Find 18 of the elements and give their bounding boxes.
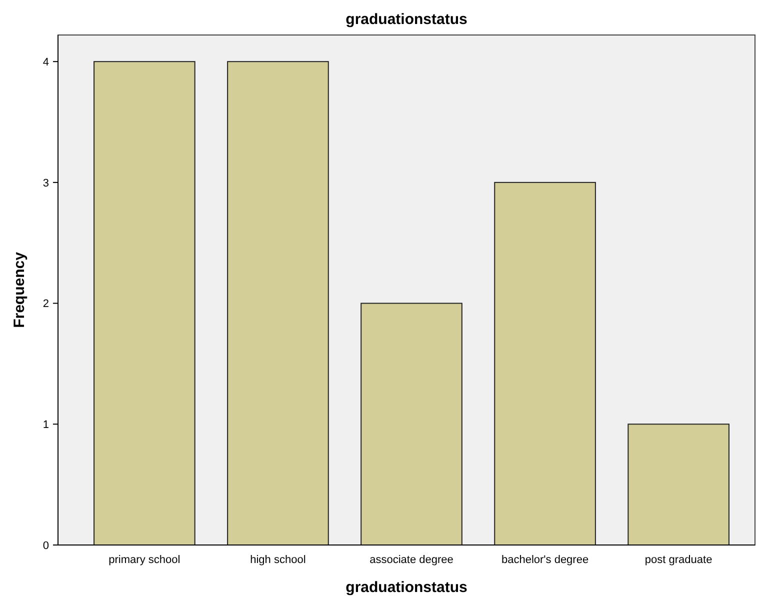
y-tick-label: 3: [42, 177, 49, 190]
bar: [494, 182, 596, 546]
y-axis-title: Frequency: [11, 251, 28, 328]
x-tick-label: post graduate: [644, 554, 712, 566]
chart-title: graduationstatus: [346, 11, 468, 28]
x-tick-label: bachelor's degree: [501, 554, 589, 566]
bar: [227, 61, 329, 546]
x-tick-label: primary school: [108, 554, 180, 566]
x-tick-label: associate degree: [370, 554, 454, 566]
bar: [94, 61, 196, 546]
x-tick-label: high school: [250, 554, 306, 566]
y-tick-label: 0: [42, 540, 49, 552]
x-axis-title: graduationstatus: [346, 579, 468, 596]
y-tick-label: 4: [42, 56, 49, 68]
bar: [628, 424, 730, 546]
y-tick-label: 2: [42, 298, 49, 310]
y-tick-label: 1: [42, 418, 49, 431]
bar: [360, 302, 462, 546]
